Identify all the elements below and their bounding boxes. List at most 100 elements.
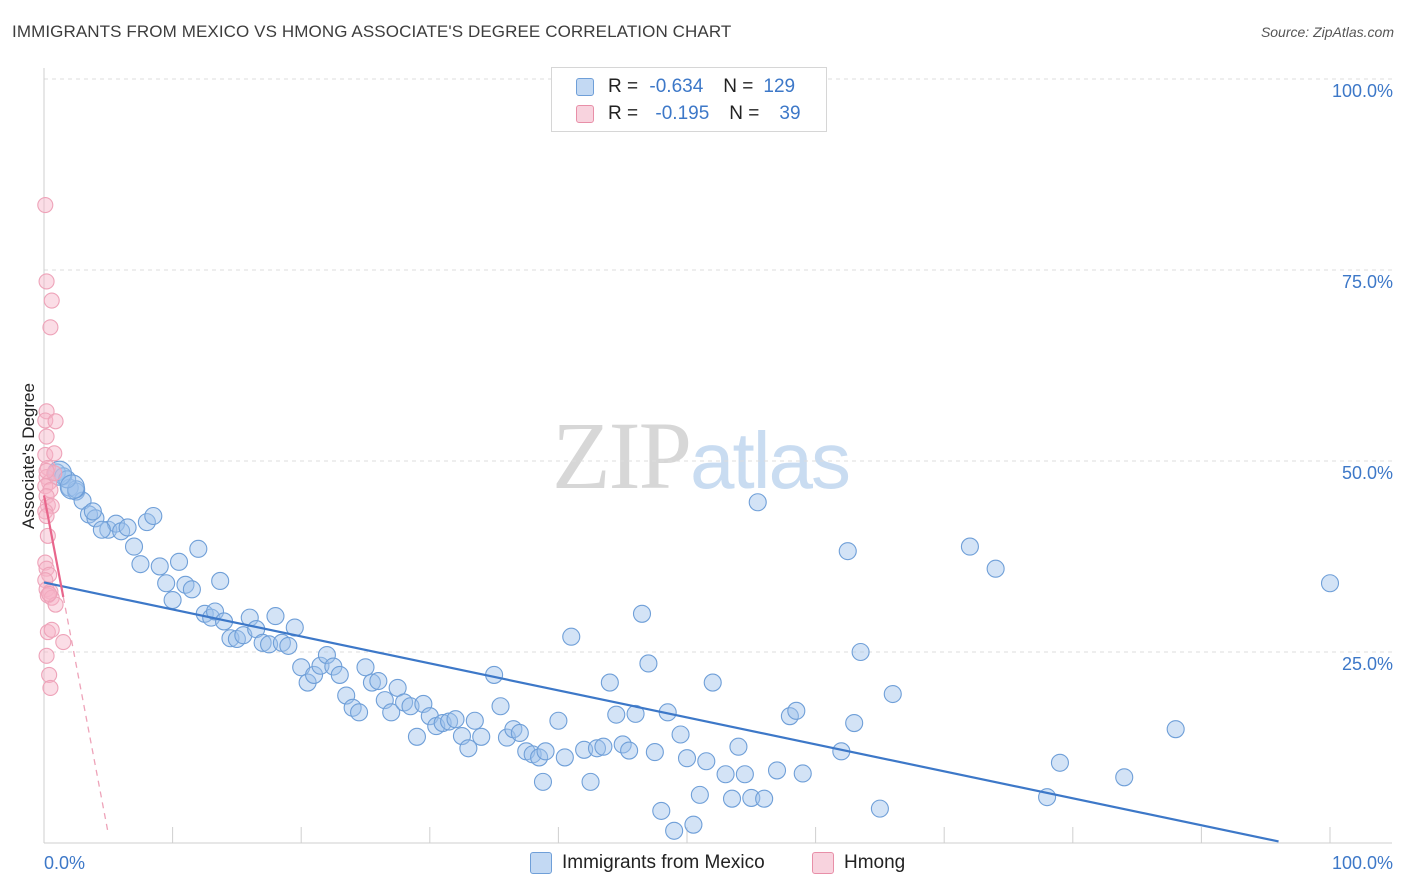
data-point-hmong: [38, 647, 55, 664]
data-point-mexico: [555, 748, 574, 767]
data-point-mexico: [536, 742, 555, 761]
legend-r-label: R =: [608, 76, 639, 97]
data-point-mexico: [767, 761, 787, 780]
data-point-mexico: [176, 575, 195, 594]
data-point-mexico: [562, 627, 581, 646]
trend-lines: [42, 495, 1279, 843]
data-point-mexico: [491, 697, 510, 716]
data-point-mexico: [1320, 574, 1340, 593]
data-point-mexico: [607, 705, 626, 724]
data-point-hmong: [37, 197, 54, 214]
data-point-mexico: [163, 590, 182, 610]
data-point-mexico: [92, 520, 111, 539]
series-hmong: [37, 197, 72, 696]
data-point-mexico: [870, 799, 889, 818]
trendline-hmong: [42, 495, 65, 598]
series-immigrants-from-mexico: [46, 460, 1340, 840]
data-point-mexico: [600, 673, 619, 692]
data-point-mexico: [533, 772, 553, 791]
data-point-mexico: [549, 711, 568, 730]
data-point-hmong: [38, 273, 55, 290]
legend-n-label: N =: [729, 103, 760, 124]
data-point-mexico: [587, 739, 607, 758]
data-point-mexico: [298, 673, 317, 692]
data-point-mexico: [350, 703, 369, 722]
data-point-mexico: [266, 607, 285, 626]
watermark-zip: ZIP: [552, 402, 692, 509]
series-legend-item-hmong[interactable]: Hmong: [812, 852, 905, 874]
legend-row-hmong: R = -0.195 N = 39: [576, 102, 801, 126]
data-point-hmong: [43, 621, 60, 638]
y-tick-label: 100.0%: [1332, 81, 1393, 101]
data-point-mexico: [369, 671, 388, 691]
data-point-mexico: [311, 656, 330, 675]
data-point-mexico: [67, 480, 86, 499]
data-point-mexico: [748, 493, 767, 512]
y-tick-label: 50.0%: [1342, 463, 1393, 483]
y-axis-label: Associate's Degree: [19, 383, 38, 529]
data-point-mexico: [59, 474, 85, 500]
data-point-mexico: [356, 658, 375, 677]
data-point-hmong: [37, 554, 54, 571]
legend-r-value: -0.634: [649, 76, 704, 97]
data-point-mexico: [118, 518, 137, 537]
legend-n-value: 39: [779, 103, 801, 124]
data-point-mexico: [86, 509, 105, 528]
data-point-mexico: [620, 741, 639, 760]
tick-labels: 25.0% 50.0% 75.0% 100.0% 0.0% 100.0% Associate…: [19, 81, 1393, 873]
data-point-mexico: [83, 502, 102, 521]
legend-n-value: 129: [763, 76, 796, 97]
axes: [43, 68, 1392, 844]
trendline-hmong-extension: [62, 596, 109, 834]
data-point-mexico: [986, 559, 1005, 578]
x-tick-label: 100.0%: [1332, 853, 1393, 873]
data-point-mexico: [189, 539, 208, 558]
source-label: Source: ZipAtlas.com: [1260, 24, 1394, 40]
legend-row-mexico: R = -0.634 N = 129: [576, 75, 795, 99]
grid-lines: [44, 78, 1392, 653]
data-point-hmong: [46, 445, 63, 462]
legend-swatch-hmong: [576, 105, 594, 123]
data-point-mexico: [883, 684, 902, 704]
legend-r-value: -0.195: [655, 103, 710, 124]
chart-title: IMMIGRANTS FROM MEXICO VS HMONG ASSOCIAT…: [12, 22, 732, 41]
data-point-mexico: [671, 725, 690, 744]
watermark: ZIPatlas: [552, 400, 851, 511]
y-tick-label: 25.0%: [1342, 654, 1393, 674]
data-point-mexico: [729, 737, 748, 756]
data-point-mexico: [690, 785, 709, 804]
data-point-mexico: [465, 711, 484, 730]
data-point-mexico: [845, 714, 864, 733]
data-point-mexico: [851, 642, 870, 662]
series-legend-label: Immigrants from Mexico: [562, 852, 765, 873]
data-point-mexico: [1050, 753, 1069, 772]
data-point-hmong: [43, 498, 60, 515]
correlation-legend: R = -0.634 N = 129 R = -0.195 N = 39: [551, 67, 827, 132]
data-point-hmong: [41, 666, 58, 683]
legend-n-label: N =: [723, 76, 754, 97]
data-point-mexico: [645, 743, 664, 762]
data-point-mexico: [626, 704, 645, 723]
data-point-mexico: [362, 673, 381, 692]
series-legend-item-mexico[interactable]: Immigrants from Mexico: [530, 852, 765, 874]
data-point-mexico: [169, 552, 189, 571]
data-point-mexico: [703, 673, 722, 692]
data-point-mexico: [665, 821, 684, 840]
data-point-mexico: [677, 749, 697, 768]
data-point-hmong: [42, 319, 59, 336]
data-point-mexico: [157, 574, 176, 593]
data-point-mexico: [581, 772, 600, 791]
data-point-hmong: [41, 585, 58, 602]
data-point-mexico: [253, 633, 272, 652]
data-point-hmong: [42, 679, 59, 696]
data-point-mexico: [279, 636, 298, 655]
x-tick-label: 0.0%: [44, 853, 85, 873]
series-legend-swatch-mexico: [530, 852, 552, 874]
trendline-mexico: [43, 581, 1279, 843]
data-point-mexico: [446, 710, 465, 729]
data-point-mexico: [960, 537, 979, 556]
data-point-mexico: [317, 646, 336, 665]
data-point-mexico: [742, 788, 761, 807]
data-point-hmong: [47, 413, 64, 430]
data-point-mexico: [1115, 768, 1134, 787]
